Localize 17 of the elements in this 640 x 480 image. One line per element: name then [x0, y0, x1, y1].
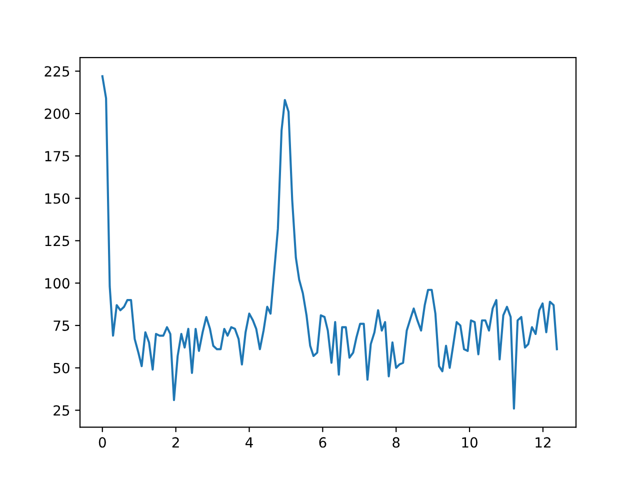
line-series: [101, 75, 558, 410]
y-tick-label: 150: [45, 193, 70, 204]
y-tick-label: 100: [45, 278, 70, 289]
y-tick-label: 175: [45, 151, 70, 162]
x-tick-label: 8: [392, 437, 400, 448]
y-tick-label: 200: [44, 108, 70, 120]
y-tick-label: 125: [45, 236, 70, 246]
x-tick-label: 4: [246, 437, 253, 448]
y-tick-label: 25: [54, 405, 70, 416]
y-tick-label: 75: [54, 320, 70, 331]
x-tick-label: 10: [462, 437, 478, 448]
x-tick-label: 6: [319, 437, 326, 448]
y-tick-label: 225: [44, 66, 70, 77]
y-tick-label: 50: [54, 362, 70, 374]
x-tick-label: 2: [172, 437, 179, 448]
x-tick-label: 0: [98, 437, 106, 448]
x-tick-label: 12: [536, 437, 550, 448]
